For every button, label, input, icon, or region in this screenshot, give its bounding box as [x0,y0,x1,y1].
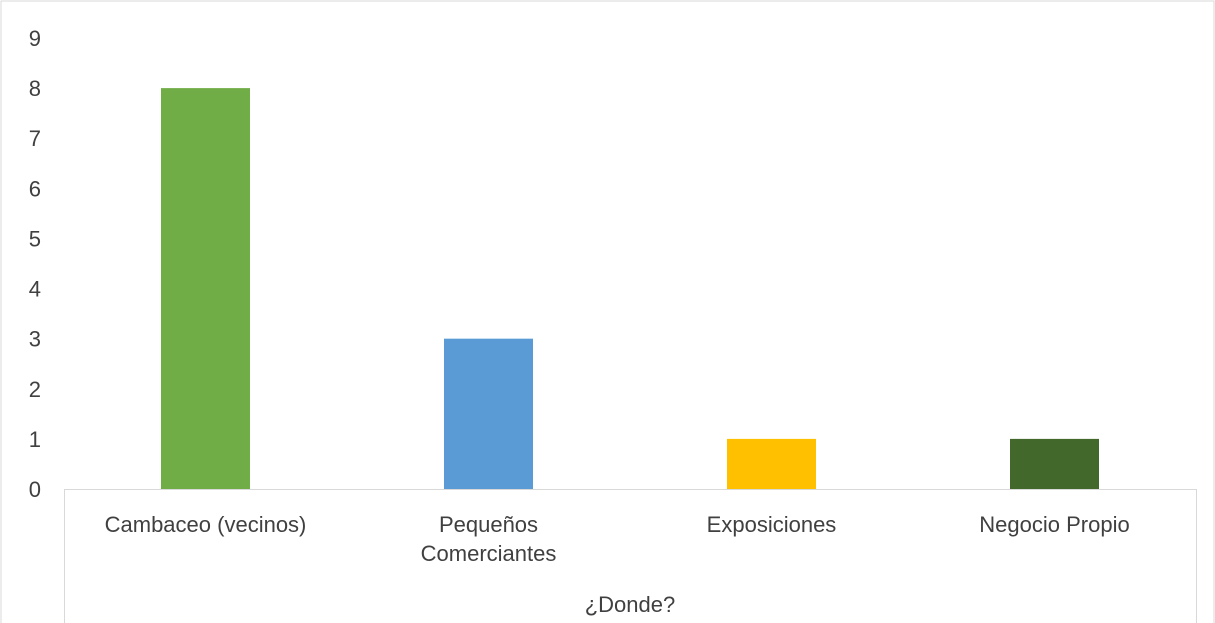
bar [727,438,816,489]
bars [161,88,1099,489]
category-label: Cambaceo (vecinos) [105,512,307,537]
y-tick-label: 6 [29,176,41,201]
y-tick-label: 4 [29,277,41,302]
y-tick-label: 7 [29,126,41,151]
category-label: Pequeños Comerciantes [421,512,557,566]
bar [161,88,250,489]
category-label: Exposiciones [707,512,837,537]
bar [444,338,533,489]
y-tick-label: 1 [29,427,41,452]
y-tick-label: 5 [29,226,41,251]
x-axis: Cambaceo (vecinos) Pequeños Comerciantes Ex… [64,489,1197,623]
y-axis: 0 1 2 3 4 5 6 7 8 9 [29,26,41,502]
y-tick-label: 3 [29,327,41,352]
y-tick-label: 8 [29,76,41,101]
y-tick-label: 2 [29,377,41,402]
y-tick-label: 9 [29,26,41,51]
y-tick-label: 0 [29,477,41,502]
bar [1010,438,1099,489]
x-group-label: ¿Donde? [585,592,676,617]
category-label: Negocio Propio [979,512,1129,537]
